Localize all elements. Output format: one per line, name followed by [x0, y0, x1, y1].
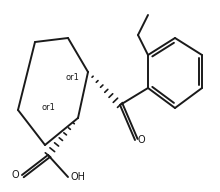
Text: or1: or1 — [41, 103, 55, 113]
Text: or1: or1 — [65, 74, 79, 83]
Text: O: O — [138, 135, 146, 145]
Text: OH: OH — [70, 172, 85, 182]
Text: O: O — [11, 170, 19, 180]
